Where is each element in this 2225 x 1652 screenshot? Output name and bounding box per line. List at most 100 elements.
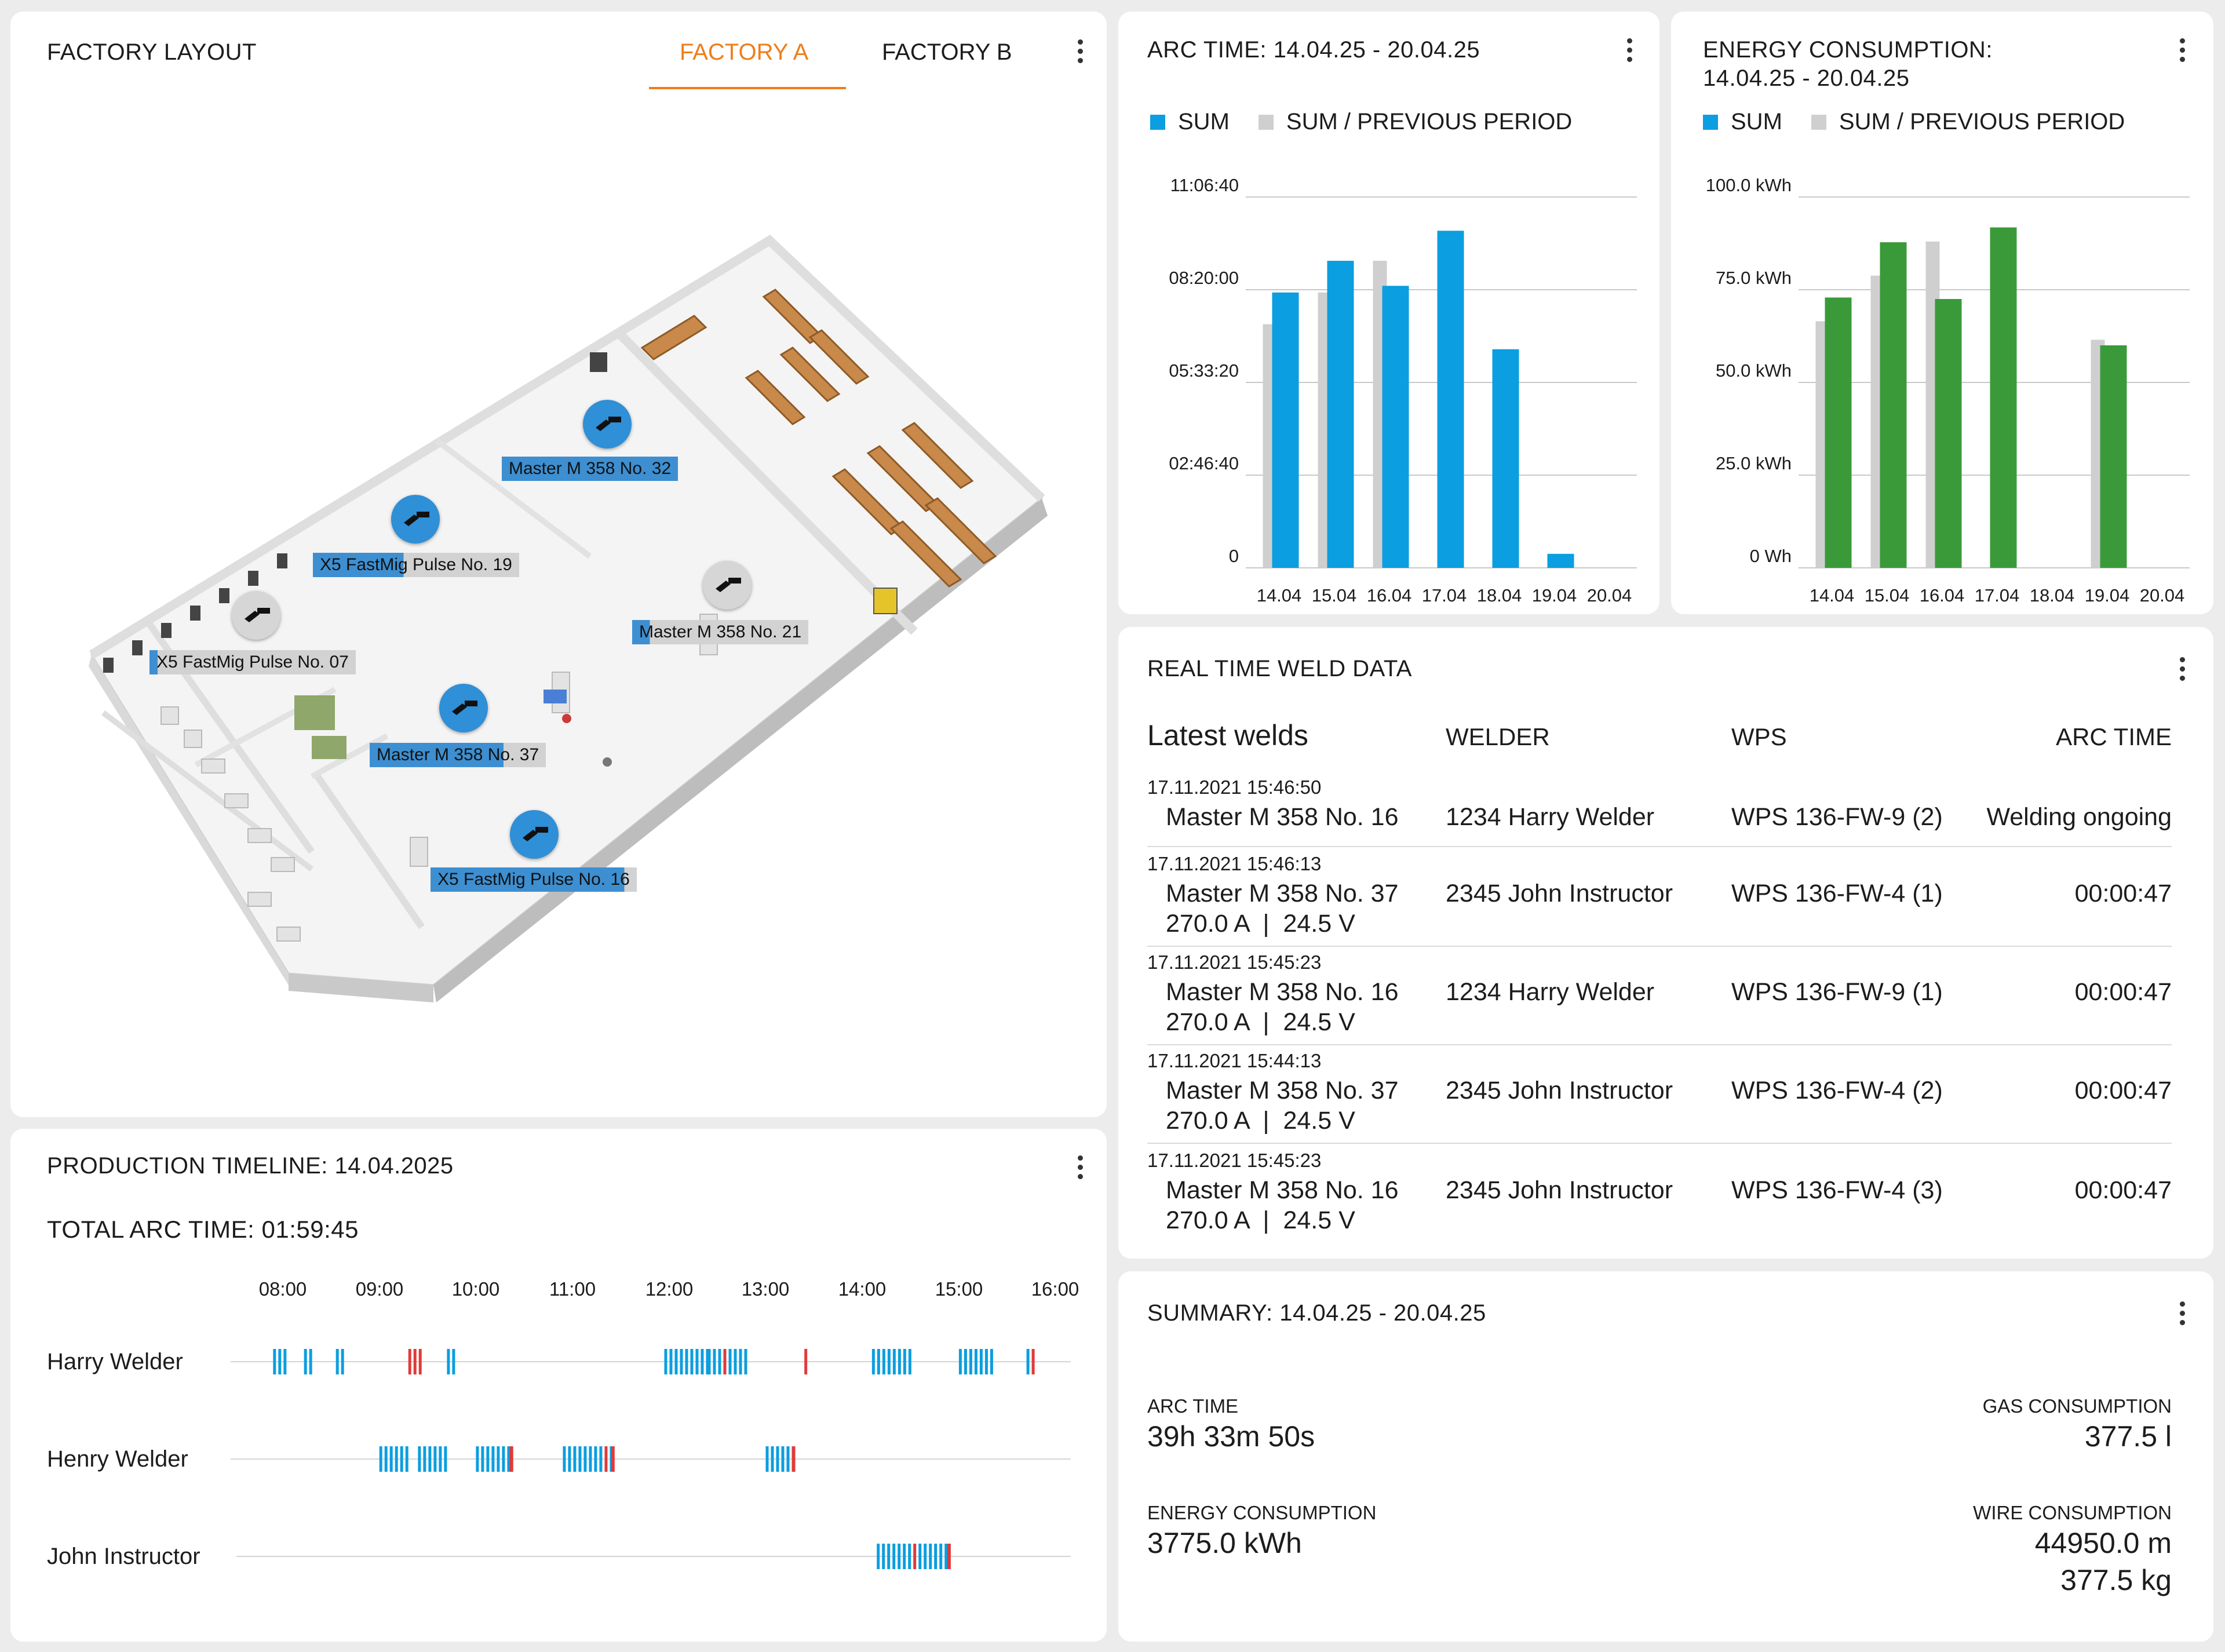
weld-arc-time: 00:00:47 bbox=[2074, 978, 2172, 1006]
arc-event-mark bbox=[934, 1544, 938, 1569]
energy-chart-title-line1: ENERGY CONSUMPTION: bbox=[1703, 37, 1993, 63]
machine-marker-icon[interactable] bbox=[703, 561, 752, 610]
factory-layout-panel: FACTORY LAYOUT FACTORY A FACTORY B bbox=[10, 12, 1107, 1117]
arc-event-mark bbox=[384, 1446, 388, 1472]
legend-item[interactable]: SUM bbox=[1703, 109, 1782, 135]
arc-event-mark bbox=[898, 1349, 901, 1374]
y-tick-label: 50.0 kWh bbox=[1716, 360, 1792, 381]
machine-marker-icon[interactable] bbox=[232, 591, 280, 640]
weld-timestamp: 17.11.2021 15:45:23 bbox=[1147, 951, 1322, 973]
arc-event-mark bbox=[744, 1349, 747, 1374]
x-tick-label: 20.04 bbox=[2140, 585, 2185, 606]
machine-label[interactable]: Master M 358 No. 37 bbox=[370, 743, 546, 767]
arc-event-mark bbox=[594, 1446, 597, 1472]
legend-item[interactable]: SUM / PREVIOUS PERIOD bbox=[1811, 109, 2125, 135]
arc-event-mark bbox=[690, 1349, 694, 1374]
arc-event-mark bbox=[476, 1446, 479, 1472]
arc-event-mark bbox=[418, 1349, 422, 1374]
arc-event-mark bbox=[979, 1349, 983, 1374]
arc-event-mark bbox=[405, 1446, 408, 1472]
arc-event-mark bbox=[947, 1544, 951, 1569]
arc-event-mark bbox=[924, 1544, 927, 1569]
tab-factory-b[interactable]: FACTORY B bbox=[882, 39, 1012, 65]
machine-marker-icon[interactable] bbox=[439, 684, 488, 732]
weld-wps: WPS 136-FW-9 (2) bbox=[1731, 803, 1943, 831]
summary-menu-icon[interactable] bbox=[2176, 1299, 2188, 1328]
arc-event-mark bbox=[583, 1446, 587, 1472]
arc-event-mark bbox=[887, 1349, 891, 1374]
legend-item[interactable]: SUM / PREVIOUS PERIOD bbox=[1258, 109, 1573, 135]
legend-label: SUM bbox=[1178, 109, 1230, 134]
summary-panel: SUMMARY: 14.04.25 - 20.04.25 ARC TIME 39… bbox=[1118, 1271, 2213, 1642]
machine-marker-icon[interactable] bbox=[510, 810, 559, 859]
factory-menu-icon[interactable] bbox=[1074, 37, 1086, 66]
y-tick-label: 0 bbox=[1229, 546, 1239, 566]
bar-sum bbox=[1935, 299, 1962, 568]
weld-current-voltage: 270.0 A | 24.5 V bbox=[1166, 910, 1355, 938]
summary-energy-value: 3775.0 kWh bbox=[1147, 1527, 1302, 1559]
table-row[interactable]: 17.11.2021 15:46:50 Master M 358 No. 16 … bbox=[1118, 776, 2213, 852]
machine-label[interactable]: X5 FastMig Pulse No. 16 bbox=[431, 867, 637, 892]
arc-event-mark bbox=[877, 1349, 880, 1374]
arc-event-mark bbox=[1026, 1349, 1030, 1374]
arc-event-mark bbox=[497, 1446, 500, 1472]
machine-marker-icon[interactable] bbox=[583, 400, 632, 448]
arc-event-mark bbox=[871, 1349, 875, 1374]
bar-sum bbox=[1547, 553, 1574, 568]
summary-arc-label: ARC TIME bbox=[1147, 1395, 1239, 1417]
hour-tick-label: 10:00 bbox=[451, 1278, 500, 1300]
summary-gas-label: GAS CONSUMPTION bbox=[1982, 1395, 2172, 1417]
arc-event-mark bbox=[395, 1446, 398, 1472]
arc-event-mark bbox=[903, 1544, 906, 1569]
col-header-arc-time[interactable]: ARC TIME bbox=[2056, 723, 2172, 750]
arc-event-mark bbox=[765, 1446, 769, 1472]
weld-current-voltage: 270.0 A | 24.5 V bbox=[1166, 1107, 1355, 1135]
hour-tick-label: 11:00 bbox=[549, 1278, 596, 1300]
x-tick-label: 17.04 bbox=[1422, 585, 1467, 606]
weld-data-menu-icon[interactable] bbox=[2176, 655, 2188, 684]
machine-label[interactable]: Master M 358 No. 32 bbox=[502, 457, 679, 481]
col-header-welder[interactable]: WELDER bbox=[1446, 723, 1550, 750]
legend-label: SUM / PREVIOUS PERIOD bbox=[1286, 109, 1573, 134]
table-row[interactable]: 17.11.2021 15:45:23 Master M 358 No. 16 … bbox=[1118, 951, 2213, 1050]
x-tick-label: 14.04 bbox=[1257, 585, 1302, 606]
arc-event-mark bbox=[664, 1349, 668, 1374]
col-header-wps[interactable]: WPS bbox=[1731, 723, 1787, 750]
machine-label[interactable]: X5 FastMig Pulse No. 19 bbox=[313, 553, 519, 577]
weld-arc-time: Welding ongoing bbox=[1986, 803, 2172, 831]
tab-factory-a[interactable]: FACTORY A bbox=[680, 39, 809, 65]
table-row[interactable]: 17.11.2021 15:46:13 Master M 358 No. 37 … bbox=[1118, 853, 2213, 951]
arc-event-mark bbox=[509, 1446, 513, 1472]
arc-event-mark bbox=[882, 1544, 885, 1569]
machine-label[interactable]: X5 FastMig Pulse No. 07 bbox=[149, 650, 356, 674]
weld-timestamp: 17.11.2021 15:46:13 bbox=[1147, 853, 1322, 874]
arc-event-mark bbox=[882, 1349, 885, 1374]
summary-title: SUMMARY: 14.04.25 - 20.04.25 bbox=[1147, 1300, 1486, 1326]
machine-marker-icon[interactable] bbox=[391, 495, 440, 544]
weld-timestamp: 17.11.2021 15:45:23 bbox=[1147, 1150, 1322, 1171]
weld-machine: Master M 358 No. 16 bbox=[1166, 1176, 1399, 1204]
arc-time-chart: 0 02:46:40 05:33:20 08:20:00 11:06:40 14.04 15… bbox=[1169, 175, 1637, 606]
production-timeline-panel: PRODUCTION TIMELINE: 14.04.2025 TOTAL AR… bbox=[10, 1129, 1107, 1642]
machine-label[interactable]: Master M 358 No. 21 bbox=[632, 620, 809, 644]
weld-timestamp: 17.11.2021 15:44:13 bbox=[1147, 1050, 1322, 1071]
row-divider bbox=[1147, 1143, 2172, 1144]
x-tick-label: 20.04 bbox=[1587, 585, 1632, 606]
x-tick-label: 17.04 bbox=[1975, 585, 2020, 606]
x-tick-label: 18.04 bbox=[1477, 585, 1522, 606]
arc-event-mark bbox=[413, 1349, 417, 1374]
arc-event-mark bbox=[278, 1349, 282, 1374]
x-tick-label: 14.04 bbox=[1810, 585, 1855, 606]
energy-chart-menu-icon[interactable] bbox=[2176, 36, 2188, 65]
table-row[interactable]: 17.11.2021 15:44:13 Master M 358 No. 37 … bbox=[1118, 1050, 2213, 1148]
table-row[interactable]: 17.11.2021 15:45:23 Master M 358 No. 16 … bbox=[1118, 1150, 2213, 1248]
arc-event-mark bbox=[786, 1446, 790, 1472]
arc-event-mark bbox=[984, 1349, 988, 1374]
summary-wire-weight: 377.5 kg bbox=[2060, 1564, 2172, 1596]
arc-event-mark bbox=[892, 1544, 896, 1569]
arc-chart-menu-icon[interactable] bbox=[1624, 36, 1635, 65]
legend-item[interactable]: SUM bbox=[1150, 109, 1230, 135]
timeline-menu-icon[interactable] bbox=[1074, 1153, 1086, 1182]
arc-event-mark bbox=[447, 1349, 450, 1374]
row-divider bbox=[1147, 946, 2172, 947]
